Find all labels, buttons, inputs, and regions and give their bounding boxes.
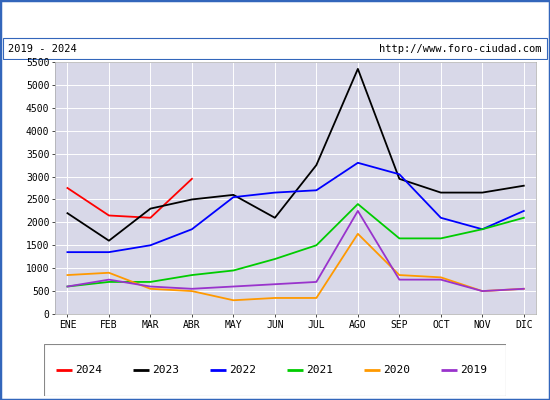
Text: 2021: 2021 [306,365,333,375]
Text: http://www.foro-ciudad.com: http://www.foro-ciudad.com [379,44,542,54]
Text: 2019 - 2024: 2019 - 2024 [8,44,77,54]
Text: Evolucion Nº Turistas Extranjeros en el municipio de Carpio de Azaba: Evolucion Nº Turistas Extranjeros en el … [15,12,535,26]
Text: 2024: 2024 [75,365,102,375]
Text: 2019: 2019 [460,365,487,375]
Text: 2022: 2022 [229,365,256,375]
Text: 2023: 2023 [152,365,179,375]
Text: 2020: 2020 [383,365,410,375]
